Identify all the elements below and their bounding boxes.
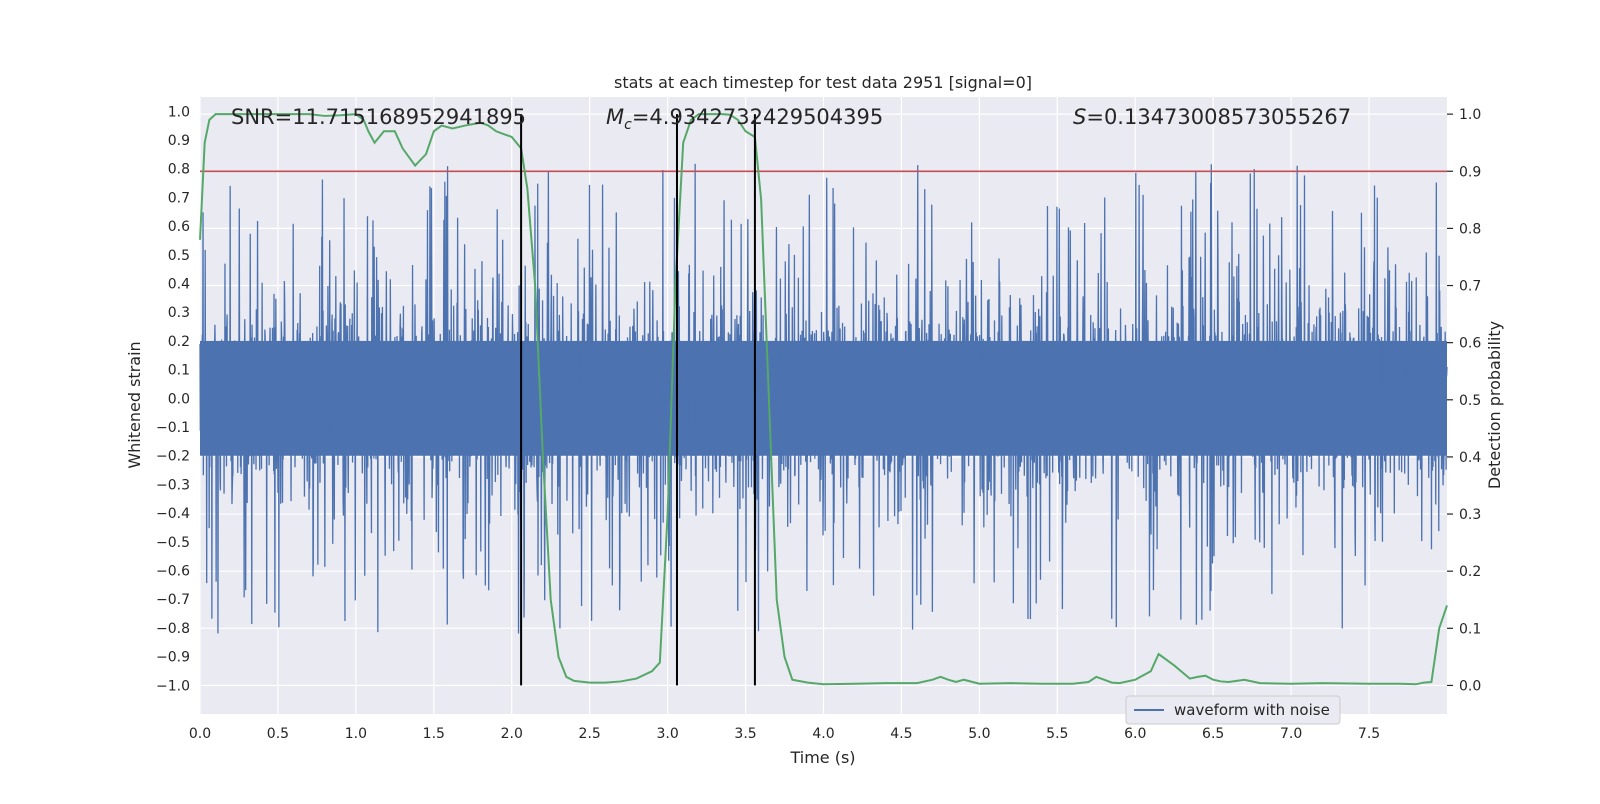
y-right-tick-label: 0.6 xyxy=(1459,336,1481,352)
chirp-mass-symbol: M xyxy=(606,105,624,129)
y-right-tick-label: 0.1 xyxy=(1459,621,1481,637)
y-left-tick-label: −0.1 xyxy=(156,420,190,436)
x-tick-label: 6.0 xyxy=(1124,726,1146,742)
y-left-tick-label: −1.0 xyxy=(156,678,190,694)
x-tick-label: 5.0 xyxy=(968,726,990,742)
y-right-axis-ticks: 1.0 0.9 0.8 0.7 0.6 0.5 0.4 0.3 0.2 0.1 0.0 xyxy=(1447,107,1481,694)
y-left-tick-label: −0.3 xyxy=(156,477,190,493)
y-left-tick-label: −0.6 xyxy=(156,564,190,580)
y-right-tick-label: 0.7 xyxy=(1459,279,1481,295)
x-tick-label: 1.0 xyxy=(345,726,367,742)
y-right-tick-label: 0.5 xyxy=(1459,393,1481,409)
y-left-tick-label: 0.9 xyxy=(168,133,190,149)
y-right-tick-label: 0.8 xyxy=(1459,221,1481,237)
s-value: =0.13473008573055267 xyxy=(1086,105,1351,129)
x-tick-label: 2.5 xyxy=(579,726,601,742)
x-tick-label: 7.0 xyxy=(1280,726,1302,742)
y-left-tick-label: 0.1 xyxy=(168,363,190,379)
y-right-tick-label: 0.4 xyxy=(1459,450,1481,466)
series-detection-probability xyxy=(199,113,1448,686)
legend: waveform with noise xyxy=(1125,695,1341,725)
chirp-mass-subscript: c xyxy=(624,117,632,133)
y-right-tick-label: 0.3 xyxy=(1459,507,1481,523)
x-axis-ticks: 0.0 0.5 1.0 1.5 2.0 2.5 3.0 3.5 4.0 4.5 5.0 5.5 6.0 6… xyxy=(189,726,1380,742)
y-left-tick-label: −0.5 xyxy=(156,535,190,551)
y-right-tick-label: 0.9 xyxy=(1459,164,1481,180)
y-left-tick-label: −0.2 xyxy=(156,449,190,465)
y-left-tick-label: −0.9 xyxy=(156,650,190,666)
x-tick-label: 2.0 xyxy=(501,726,523,742)
y-left-tick-label: −0.8 xyxy=(156,621,190,637)
chirp-mass-annotation: Mc=4.9342732429504395 xyxy=(606,105,883,133)
y-right-tick-label: 1.0 xyxy=(1459,107,1481,123)
x-tick-label: 0.0 xyxy=(189,726,211,742)
chart-title: stats at each timestep for test data 295… xyxy=(614,73,1032,92)
s-annotation: S=0.13473008573055267 xyxy=(1073,105,1351,129)
legend-box xyxy=(1125,695,1341,725)
y-left-tick-label: 0.4 xyxy=(168,277,190,293)
x-tick-label: 0.5 xyxy=(267,726,289,742)
y-left-tick-label: 0.0 xyxy=(168,391,190,407)
y-left-tick-label: 0.8 xyxy=(168,162,190,178)
x-tick-label: 6.5 xyxy=(1202,726,1224,742)
y-right-axis-label: Detection probability xyxy=(1485,321,1504,489)
x-tick-label: 3.0 xyxy=(656,726,678,742)
x-tick-label: 1.5 xyxy=(423,726,445,742)
y-left-tick-label: 0.5 xyxy=(168,248,190,264)
y-left-tick-label: 1.0 xyxy=(168,104,190,120)
waveform-line xyxy=(199,163,1448,634)
y-left-tick-label: 0.6 xyxy=(168,219,190,235)
s-symbol: S xyxy=(1073,105,1086,129)
y-left-tick-label: −0.7 xyxy=(156,592,190,608)
y-left-axis-ticks: 1.0 0.9 0.8 0.7 0.6 0.5 0.4 0.3 0.2 0.1 0.0 −0.1 −0.… xyxy=(156,104,190,694)
chirp-mass-value: =4.9342732429504395 xyxy=(632,105,883,129)
x-tick-label: 3.5 xyxy=(734,726,756,742)
x-tick-label: 5.5 xyxy=(1046,726,1068,742)
y-left-tick-label: 0.2 xyxy=(168,334,190,350)
y-left-tick-label: 0.3 xyxy=(168,305,190,321)
x-tick-label: 4.0 xyxy=(812,726,834,742)
series-waveform-with-noise xyxy=(199,163,1448,634)
legend-entry-waveform: waveform with noise xyxy=(1174,701,1330,719)
y-right-tick-label: 0.0 xyxy=(1459,678,1481,694)
x-axis-label: Time (s) xyxy=(789,748,855,767)
y-left-tick-label: −0.4 xyxy=(156,506,190,522)
y-left-tick-label: 0.7 xyxy=(168,190,190,206)
probability-line xyxy=(199,113,1448,686)
x-tick-label: 7.5 xyxy=(1358,726,1380,742)
y-right-tick-label: 0.2 xyxy=(1459,564,1481,580)
y-left-axis-label: Whitened strain xyxy=(125,341,144,468)
x-tick-label: 4.5 xyxy=(890,726,912,742)
vertical-markers xyxy=(520,114,756,686)
snr-annotation: SNR=11.715168952941895 xyxy=(231,105,526,129)
